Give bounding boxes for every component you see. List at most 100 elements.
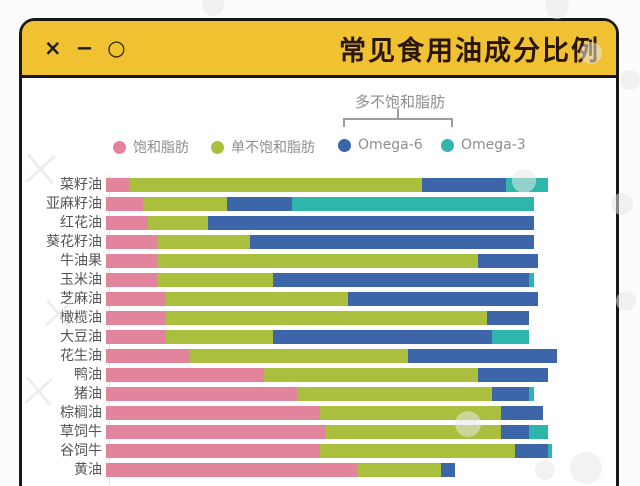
bar-segment-Omega-6 xyxy=(515,444,548,458)
stacked-bar-chart: 菜籽油 亚麻籽油 红花油 葵花籽油 牛油果 玉米油 芝麻油 橄榄油 大豆油 花生油 鸭油 猪油 棕榈油草… xyxy=(22,178,616,482)
stacked-bar xyxy=(106,425,548,439)
bar-segment-饱和脂肪 xyxy=(106,235,158,249)
bar-segment-Omega-3 xyxy=(291,197,534,211)
bar-segment-Omega-6 xyxy=(273,273,530,287)
legend-item-omega6: Omega-6 xyxy=(338,137,423,153)
bar-segment-单不饱和脂肪 xyxy=(143,197,227,211)
bar-segment-单不饱和脂肪 xyxy=(189,349,409,363)
bar-segment-饱和脂肪 xyxy=(106,349,190,363)
stacked-bar xyxy=(106,254,539,268)
polyunsaturated-bracket-stub xyxy=(397,109,399,119)
bar-segment-单不饱和脂肪 xyxy=(357,463,441,477)
bar-segment-单不饱和脂肪 xyxy=(319,444,516,458)
category-label: 草饲牛 xyxy=(60,424,102,440)
minimize-icon[interactable]: − xyxy=(75,35,94,60)
category-label: 橄榄油 xyxy=(60,310,102,326)
bar-segment-单不饱和脂肪 xyxy=(129,178,423,192)
stacked-bar xyxy=(106,292,539,306)
legend-item-omega3: Omega-3 xyxy=(441,137,526,153)
watermark-circle xyxy=(545,0,569,19)
bar-segment-饱和脂肪 xyxy=(106,444,320,458)
chart-panel: 多不饱和脂肪 饱和脂肪 单不饱和脂肪 Omega-6 Omega-3 菜籽油亚麻… xyxy=(22,78,616,486)
bar-segment-饱和脂肪 xyxy=(106,463,358,477)
legend-item-monounsaturated: 单不饱和脂肪 xyxy=(211,137,315,157)
bar-segment-单不饱和脂肪 xyxy=(147,216,209,230)
bar-segment-单不饱和脂肪 xyxy=(296,387,492,401)
stacked-bar xyxy=(106,349,558,363)
bar-segment-饱和脂肪 xyxy=(106,273,158,287)
legend-label: Omega-6 xyxy=(358,137,423,153)
bar-segment-单不饱和脂肪 xyxy=(319,406,502,420)
bar-segment-单不饱和脂肪 xyxy=(166,311,488,325)
bar-segment-Omega-6 xyxy=(250,235,534,249)
bar-segment-单不饱和脂肪 xyxy=(157,273,274,287)
bar-segment-Omega-6 xyxy=(273,330,492,344)
omega6-dot-icon xyxy=(338,138,351,152)
bar-segment-饱和脂肪 xyxy=(106,292,167,306)
legend-label: 饱和脂肪 xyxy=(133,140,189,156)
bar-segment-Omega-6 xyxy=(440,463,455,477)
legend-label: Omega-3 xyxy=(461,137,526,153)
stacked-bar xyxy=(106,273,534,287)
stacked-bar xyxy=(106,311,530,325)
bar-segment-饱和脂肪 xyxy=(106,368,265,382)
close-icon[interactable]: × xyxy=(44,35,62,60)
chart-row: 亚麻籽油 xyxy=(22,197,616,211)
bar-segment-Omega-6 xyxy=(226,197,292,211)
chart-row: 橄榄油 xyxy=(22,311,616,325)
bar-segment-饱和脂肪 xyxy=(106,254,158,268)
category-label: 葵花籽油 xyxy=(46,234,102,250)
chart-row: 黄油 xyxy=(22,463,616,477)
bar-segment-Omega-3 xyxy=(529,273,534,287)
bar-segment-Omega-3 xyxy=(529,425,548,439)
category-label: 谷饲牛 xyxy=(60,443,102,459)
chart-row: 玉米油 xyxy=(22,273,616,287)
stacked-bar xyxy=(106,216,534,230)
bar-segment-饱和脂肪 xyxy=(106,311,167,325)
bar-segment-Omega-6 xyxy=(477,368,548,382)
bar-segment-饱和脂肪 xyxy=(106,387,297,401)
legend-item-saturated: 饱和脂肪 xyxy=(113,137,189,157)
stacked-bar xyxy=(106,368,548,382)
bar-segment-Omega-3 xyxy=(547,444,553,458)
bar-segment-饱和脂肪 xyxy=(106,197,144,211)
polyunsaturated-group-label: 多不饱和脂肪 xyxy=(354,93,445,111)
bar-segment-Omega-3 xyxy=(491,330,530,344)
category-label: 亚麻籽油 xyxy=(46,196,102,212)
bar-segment-Omega-6 xyxy=(501,425,530,439)
bar-segment-Omega-6 xyxy=(208,216,534,230)
polyunsaturated-bracket xyxy=(343,118,453,127)
chart-row: 菜籽油 xyxy=(22,178,616,192)
chart-row: 牛油果 xyxy=(22,254,616,268)
chart-row: 大豆油 xyxy=(22,330,616,344)
chart-row: 花生油 xyxy=(22,349,616,363)
stacked-bar xyxy=(106,330,530,344)
category-label: 花生油 xyxy=(60,348,102,364)
stacked-bar xyxy=(106,406,544,420)
watermark-circle xyxy=(616,291,636,311)
chart-row: 草饲牛 xyxy=(22,425,616,439)
monounsaturated-fat-dot-icon xyxy=(211,140,224,154)
bar-segment-Omega-6 xyxy=(487,311,530,325)
chart-row: 红花油 xyxy=(22,216,616,230)
bar-segment-饱和脂肪 xyxy=(106,216,148,230)
category-label: 牛油果 xyxy=(60,253,102,269)
stacked-bar xyxy=(106,235,534,249)
maximize-icon[interactable]: ○ xyxy=(107,35,126,60)
category-label: 芝麻油 xyxy=(60,291,102,307)
bar-segment-饱和脂肪 xyxy=(106,425,325,439)
bar-segment-Omega-6 xyxy=(408,349,558,363)
bar-segment-单不饱和脂肪 xyxy=(324,425,502,439)
bar-segment-单不饱和脂肪 xyxy=(157,254,478,268)
category-label: 大豆油 xyxy=(60,329,102,345)
stacked-bar xyxy=(106,444,553,458)
bar-segment-单不饱和脂肪 xyxy=(157,235,251,249)
category-label: 红花油 xyxy=(60,215,102,231)
chart-row: 葵花籽油 xyxy=(22,235,616,249)
omega3-dot-icon xyxy=(441,138,454,152)
category-label: 玉米油 xyxy=(60,272,102,288)
bar-segment-Omega-3 xyxy=(529,387,534,401)
chart-row: 芝麻油 xyxy=(22,292,616,306)
window-controls: × − ○ xyxy=(44,35,126,60)
